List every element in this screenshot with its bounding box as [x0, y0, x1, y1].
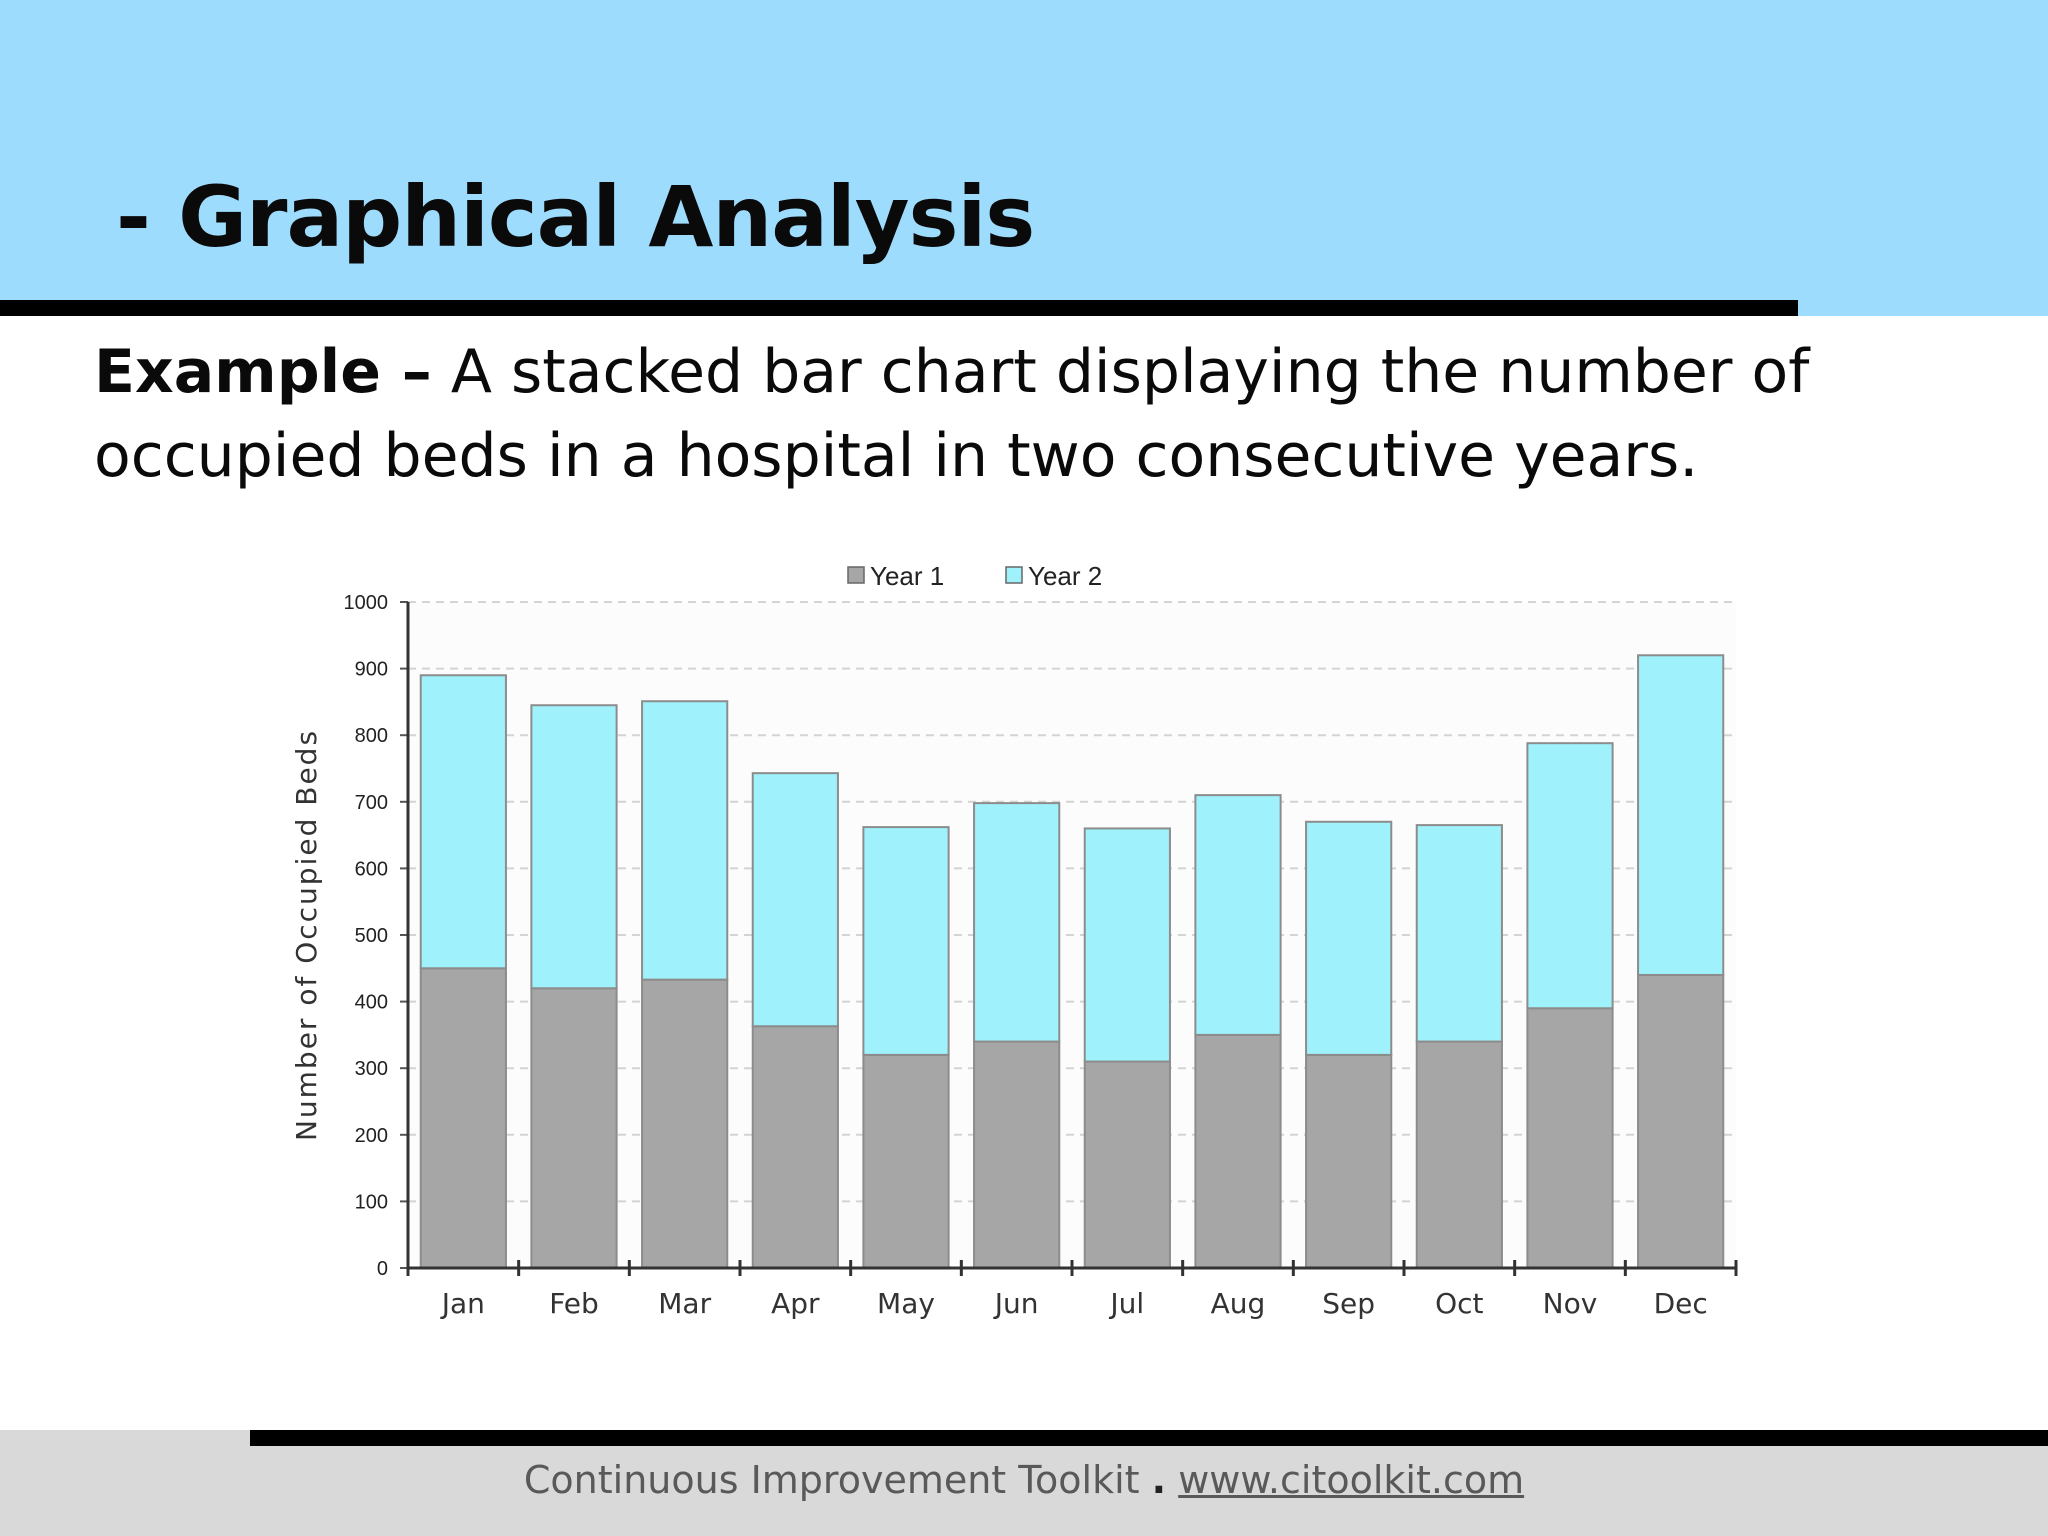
header-band	[0, 0, 2048, 316]
bar-jan-year-2	[419, 674, 507, 970]
legend-label: Year 1	[870, 561, 944, 591]
y-tick-label: 700	[355, 792, 388, 814]
bar-jan-year-1	[419, 967, 507, 1269]
header-divider	[0, 300, 1798, 316]
y-tick-label: 600	[355, 858, 388, 880]
bar-feb-year-2	[530, 704, 618, 990]
bar-feb-year-1	[530, 987, 618, 1270]
y-tick-label: 1000	[344, 592, 389, 614]
footer-separator: .	[1151, 1458, 1167, 1502]
bar-oct-year-2	[1415, 824, 1503, 1043]
slide-title: - Graphical Analysis	[116, 168, 1035, 266]
y-tick-label: 300	[355, 1058, 388, 1080]
x-tick-label: May	[877, 1287, 935, 1320]
bar-apr-year-1	[751, 1025, 839, 1269]
x-tick-label: Nov	[1543, 1287, 1598, 1320]
legend-swatch	[847, 566, 865, 584]
bar-oct-year-1	[1415, 1040, 1503, 1270]
bar-jun-year-1	[973, 1040, 1061, 1270]
bar-dec-year-1	[1637, 973, 1725, 1270]
x-tick-label: Feb	[549, 1287, 599, 1320]
x-tick-label: Aug	[1211, 1287, 1266, 1320]
x-tick-label: Oct	[1435, 1287, 1483, 1320]
footer: Continuous Improvement Toolkit . www.cit…	[0, 1458, 2048, 1502]
description-lead: Example –	[94, 337, 432, 407]
bar-aug-year-1	[1194, 1033, 1282, 1270]
footer-band	[0, 1430, 2048, 1536]
y-tick-label: 200	[355, 1125, 388, 1147]
x-tick-label: Mar	[658, 1287, 711, 1320]
x-tick-label: Jan	[440, 1287, 485, 1320]
y-tick-label: 400	[355, 992, 388, 1014]
y-tick-label: 500	[355, 925, 388, 947]
y-tick-label: 100	[355, 1191, 388, 1213]
bar-jul-year-1	[1083, 1060, 1171, 1270]
x-tick-label: Dec	[1654, 1287, 1708, 1320]
bar-mar-year-1	[641, 978, 729, 1269]
bar-aug-year-2	[1194, 794, 1282, 1036]
y-axis-title: Number of Occupied Beds	[290, 729, 323, 1141]
description-text: A stacked bar chart displaying the numbe…	[94, 337, 1810, 491]
slide-description: Example – A stacked bar chart displaying…	[94, 330, 1994, 498]
bar-nov-year-1	[1526, 1007, 1614, 1269]
bar-apr-year-2	[751, 772, 839, 1028]
bar-jul-year-2	[1083, 827, 1171, 1063]
bar-sep-year-2	[1305, 820, 1393, 1056]
bar-mar-year-2	[641, 700, 729, 981]
bar-dec-year-2	[1637, 654, 1725, 976]
x-tick-label: Sep	[1322, 1287, 1375, 1320]
y-tick-label: 900	[355, 659, 388, 681]
x-tick-label: Jul	[1108, 1287, 1144, 1320]
bar-sep-year-1	[1305, 1053, 1393, 1269]
footer-link[interactable]: www.citoolkit.com	[1178, 1458, 1525, 1502]
bar-may-year-1	[862, 1053, 950, 1269]
y-tick-label: 800	[355, 725, 388, 747]
legend-swatch	[1005, 566, 1023, 584]
footer-brand: Continuous Improvement Toolkit	[523, 1458, 1140, 1502]
x-tick-label: Jun	[993, 1287, 1039, 1320]
bar-may-year-2	[862, 826, 950, 1056]
x-tick-label: Apr	[771, 1287, 820, 1320]
legend-label: Year 2	[1028, 561, 1102, 591]
footer-divider	[250, 1430, 2048, 1446]
bar-jun-year-2	[973, 802, 1061, 1043]
y-tick-label: 0	[377, 1258, 388, 1280]
bar-nov-year-2	[1526, 742, 1614, 1010]
